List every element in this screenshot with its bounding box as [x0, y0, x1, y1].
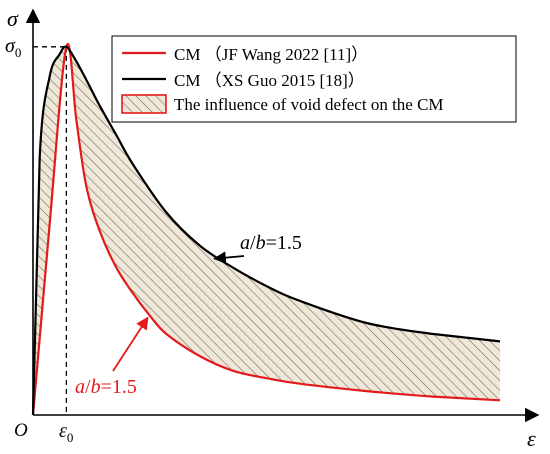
legend: CM （JF Wang 2022 [11]） CM （XS Guo 2015 [… — [111, 35, 517, 123]
svg-text:a/b=1.5: a/b=1.5 — [75, 376, 137, 398]
y-axis-label: σ — [7, 6, 19, 31]
series-line-xs-guo-2015 — [31, 45, 501, 416]
y-tick-peak-label: σ0 — [5, 35, 21, 60]
legend-label-jf-wang: CM （JF Wang 2022 [11]） — [174, 45, 368, 64]
annotation-black-arrow — [213, 251, 245, 264]
origin-label: O — [14, 420, 28, 441]
x-tick-peak-label: ε0 — [59, 420, 73, 445]
void-defect-band — [33, 44, 500, 415]
svg-text:ε0: ε0 — [59, 420, 73, 445]
series-line-jf-wang-2022 — [31, 43, 501, 416]
svg-text:a/b=1.5: a/b=1.5 — [240, 232, 302, 254]
legend-label-void-defect: The influence of void defect on the CM — [174, 95, 444, 114]
annotation-red-ab: a/b=1.5 — [75, 316, 149, 398]
annotation-red-arrow — [112, 316, 149, 372]
svg-text:σ0: σ0 — [5, 35, 21, 60]
legend-frame — [111, 35, 517, 123]
legend-swatch-hatch — [121, 94, 167, 114]
annotation-black-ab: a/b=1.5 — [213, 232, 302, 264]
legend-label-xs-guo: CM （XS Guo 2015 [18]） — [174, 71, 365, 90]
x-axis-label: ε — [527, 426, 536, 451]
